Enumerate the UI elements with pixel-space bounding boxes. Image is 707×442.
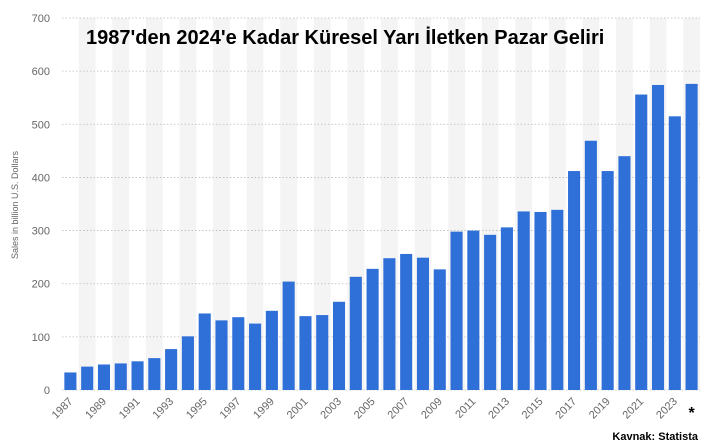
bar: [668, 116, 681, 391]
bar: [97, 364, 111, 390]
bar: [249, 323, 262, 390]
bar: [64, 372, 77, 390]
bar: [433, 269, 446, 390]
bar: [81, 366, 94, 390]
bar: [215, 320, 228, 390]
bar: [651, 84, 665, 391]
chart-title: 1987'den 2024'e Kadar Küresel Yarı İletk…: [86, 26, 604, 49]
y-tick-label: 300: [32, 226, 50, 238]
y-tick-label: 700: [32, 13, 50, 25]
bar: [685, 83, 698, 390]
bar: [450, 231, 463, 390]
y-tick-label: 500: [32, 119, 50, 131]
bar: [181, 336, 194, 390]
plot-band: [78, 18, 96, 390]
bar: [517, 211, 530, 390]
bar: [568, 171, 581, 390]
bar: [400, 253, 413, 390]
bar: [551, 209, 564, 390]
y-tick-label: 0: [44, 385, 50, 397]
bar: [416, 257, 430, 390]
y-tick-label: 200: [32, 279, 50, 291]
bar: [601, 171, 614, 390]
y-axis-label: Sales in billion U.S. Dollars: [10, 150, 20, 259]
y-tick-label: 600: [32, 66, 50, 78]
bar: [316, 315, 329, 390]
bar: [114, 363, 127, 390]
x-tick-label: *: [688, 405, 695, 422]
bar: [265, 310, 278, 390]
bar: [484, 234, 497, 390]
bar: [534, 211, 547, 390]
plot-band: [213, 18, 230, 390]
plot-band: [112, 18, 130, 390]
bar: [383, 258, 396, 390]
bar: [148, 358, 161, 390]
bar: [584, 140, 597, 390]
bar: [366, 268, 379, 390]
bar: [131, 361, 144, 390]
bar: [332, 301, 346, 390]
bar: [635, 94, 648, 391]
y-axis-ticks: 0 100 200 300 400 500 600 700: [32, 13, 50, 397]
source-label: Kavnak: Statista: [612, 431, 698, 442]
bar: [299, 316, 312, 390]
y-tick-label: 400: [32, 172, 50, 184]
bar: [198, 313, 211, 390]
bar: [618, 156, 631, 390]
plot-band: [145, 18, 163, 390]
plot-band: [179, 18, 197, 390]
bar: [500, 227, 513, 390]
bar: [467, 230, 480, 390]
plot-band: [313, 18, 331, 390]
bar: [349, 276, 362, 390]
bar: [232, 317, 245, 390]
plot-band: [246, 18, 264, 390]
bar: [165, 349, 178, 390]
bars: [64, 83, 698, 391]
bar: [282, 281, 295, 390]
y-tick-label: 100: [32, 332, 50, 344]
